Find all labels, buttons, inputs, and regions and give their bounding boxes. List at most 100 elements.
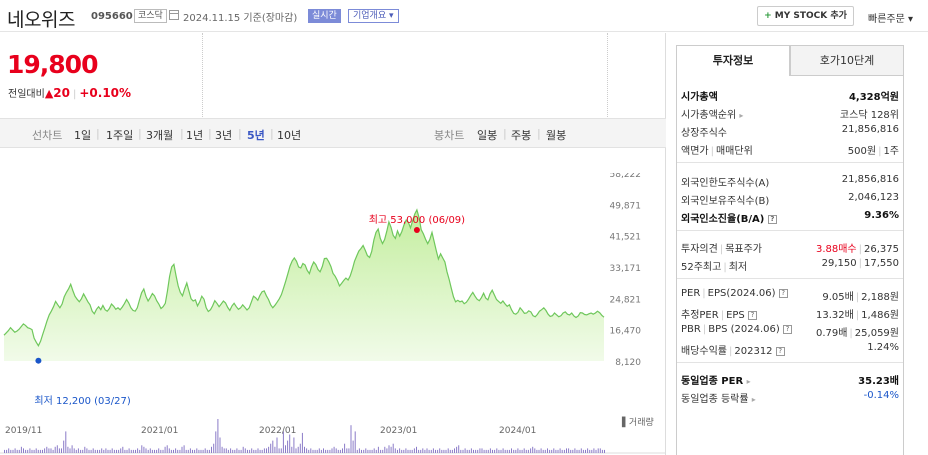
quick-order-button[interactable]: 빠른주문 ▾ bbox=[868, 14, 914, 25]
volume-bar bbox=[373, 448, 375, 453]
volume-bar bbox=[170, 449, 172, 453]
x-tick-label: 2023/01 bbox=[380, 426, 418, 436]
volume-bar bbox=[555, 449, 557, 453]
change-label: 전일대비 bbox=[8, 89, 45, 100]
chart-period-toolbar: 선차트 1일 | 1주일 | 3개월 | 1년 | 3년 | 5년 | 10년 … bbox=[0, 118, 666, 148]
volume-bar bbox=[384, 446, 386, 453]
volume-bar bbox=[582, 449, 584, 453]
volume-bar bbox=[449, 449, 451, 453]
volume-bar bbox=[213, 443, 215, 453]
volume-bar bbox=[206, 449, 208, 453]
volume-bar bbox=[84, 446, 86, 453]
volume-bar bbox=[337, 449, 339, 453]
volume-bar bbox=[506, 449, 508, 453]
price-line bbox=[3, 208, 605, 347]
volume-bar bbox=[356, 449, 358, 453]
period-1w[interactable]: 1주일 bbox=[106, 129, 134, 142]
volume-bar bbox=[365, 448, 367, 453]
volume-bar bbox=[202, 449, 204, 453]
stock-code: 095660 bbox=[91, 11, 133, 22]
volume-bar bbox=[420, 449, 422, 453]
volume-bar bbox=[113, 449, 115, 453]
volume-bar bbox=[498, 449, 500, 453]
volume-bar bbox=[18, 449, 20, 453]
volume-bar bbox=[445, 449, 447, 453]
volume-bar bbox=[538, 449, 540, 453]
volume-bar bbox=[181, 446, 183, 453]
period-1d[interactable]: 1일 bbox=[74, 129, 92, 142]
pbr-row: PBR | BPS (2024.06) ? 0.79배 | 25,059원 bbox=[681, 324, 899, 339]
volume-bar bbox=[523, 448, 525, 453]
volume-bar bbox=[428, 449, 430, 453]
volume-bar bbox=[519, 449, 521, 453]
volume-bar bbox=[500, 449, 502, 453]
period-3m[interactable]: 3개월 bbox=[146, 129, 174, 142]
volume-bar bbox=[511, 448, 512, 453]
volume-bar bbox=[255, 449, 257, 453]
y-tick-label: 8,120 bbox=[615, 358, 641, 368]
volume-bar bbox=[504, 449, 506, 453]
volume-bar bbox=[65, 431, 67, 453]
volume-bar bbox=[595, 449, 597, 453]
volume-bar bbox=[16, 449, 18, 453]
volume-bar bbox=[473, 449, 474, 453]
volume-bar bbox=[168, 448, 170, 453]
volume-bar bbox=[521, 449, 523, 453]
market-cap-rank-row[interactable]: 시가총액순위 ▸ 코스닥 128위 bbox=[681, 110, 899, 121]
help-icon: ? bbox=[782, 324, 792, 334]
volume-bar bbox=[145, 448, 147, 453]
volume-bar bbox=[542, 449, 544, 453]
volume-bar bbox=[217, 419, 219, 453]
volume-bar bbox=[329, 449, 331, 453]
period-1y[interactable]: 1년 bbox=[186, 129, 204, 142]
volume-bar bbox=[363, 449, 365, 453]
volume-bar bbox=[189, 448, 191, 453]
candle-weekly[interactable]: 주봉 bbox=[511, 129, 532, 142]
realtime-button[interactable]: 실시간 bbox=[308, 9, 341, 23]
volume-bar bbox=[285, 445, 286, 453]
volume-bar bbox=[339, 449, 341, 453]
volume-bar bbox=[12, 449, 14, 453]
volume-bar bbox=[287, 440, 289, 453]
sector-per-row[interactable]: 동일업종 PER ▸ 35.23배 bbox=[681, 376, 899, 387]
tab-order-book[interactable]: 호가10단계 bbox=[790, 45, 904, 76]
volume-bar bbox=[295, 448, 297, 453]
chart-panel: 19,800 전일대비▲20 | +0.10% 선차트 1일 | 1주일 | 3개월… bbox=[0, 33, 666, 455]
volume-bar bbox=[487, 449, 489, 453]
volume-bar bbox=[380, 449, 382, 453]
candle-daily[interactable]: 일봉 bbox=[477, 129, 498, 142]
volume-bar bbox=[479, 448, 481, 453]
volume-bar bbox=[137, 448, 139, 453]
volume-bar bbox=[316, 449, 318, 453]
candle-monthly[interactable]: 월봉 bbox=[546, 129, 567, 142]
tab-investment-info[interactable]: 투자정보 bbox=[676, 45, 790, 76]
volume-bar bbox=[426, 448, 428, 453]
volume-bar bbox=[94, 449, 96, 453]
volume-bar bbox=[289, 434, 291, 453]
period-3y[interactable]: 3년 bbox=[215, 129, 233, 142]
volume-bar bbox=[335, 448, 337, 453]
company-overview-dropdown[interactable]: 기업개요 ▾ bbox=[348, 9, 399, 23]
volume-bar bbox=[515, 449, 517, 453]
volume-bar bbox=[301, 432, 303, 453]
volume-bar bbox=[8, 448, 10, 453]
volume-label: ▌거래량 bbox=[621, 416, 654, 428]
volume-bar bbox=[204, 448, 206, 453]
sector-change-row[interactable]: 동일업종 등락률 ▸ -0.14% bbox=[681, 390, 899, 405]
volume-bar bbox=[386, 448, 388, 453]
volume-bar bbox=[344, 443, 346, 453]
x-tick-label: 2019/11 bbox=[5, 426, 43, 436]
x-tick-label: 2022/01 bbox=[259, 426, 297, 436]
volume-bar bbox=[183, 445, 185, 453]
market-badge: 코스닥 bbox=[134, 9, 167, 23]
volume-bar bbox=[310, 448, 312, 453]
volume-bar bbox=[559, 448, 561, 453]
volume-bar bbox=[80, 449, 82, 453]
volume-bar bbox=[432, 448, 434, 453]
volume-bar bbox=[143, 446, 145, 453]
info-table: 시가총액 4,328억원 시가총액순위 ▸ 코스닥 128위 상장주식수 21,856… bbox=[676, 76, 904, 455]
my-stock-add-button[interactable]: + MY STOCK 추가 bbox=[757, 6, 854, 26]
period-5y[interactable]: 5년 bbox=[247, 129, 265, 142]
period-10y[interactable]: 10년 bbox=[277, 129, 302, 142]
volume-bar bbox=[75, 449, 77, 453]
